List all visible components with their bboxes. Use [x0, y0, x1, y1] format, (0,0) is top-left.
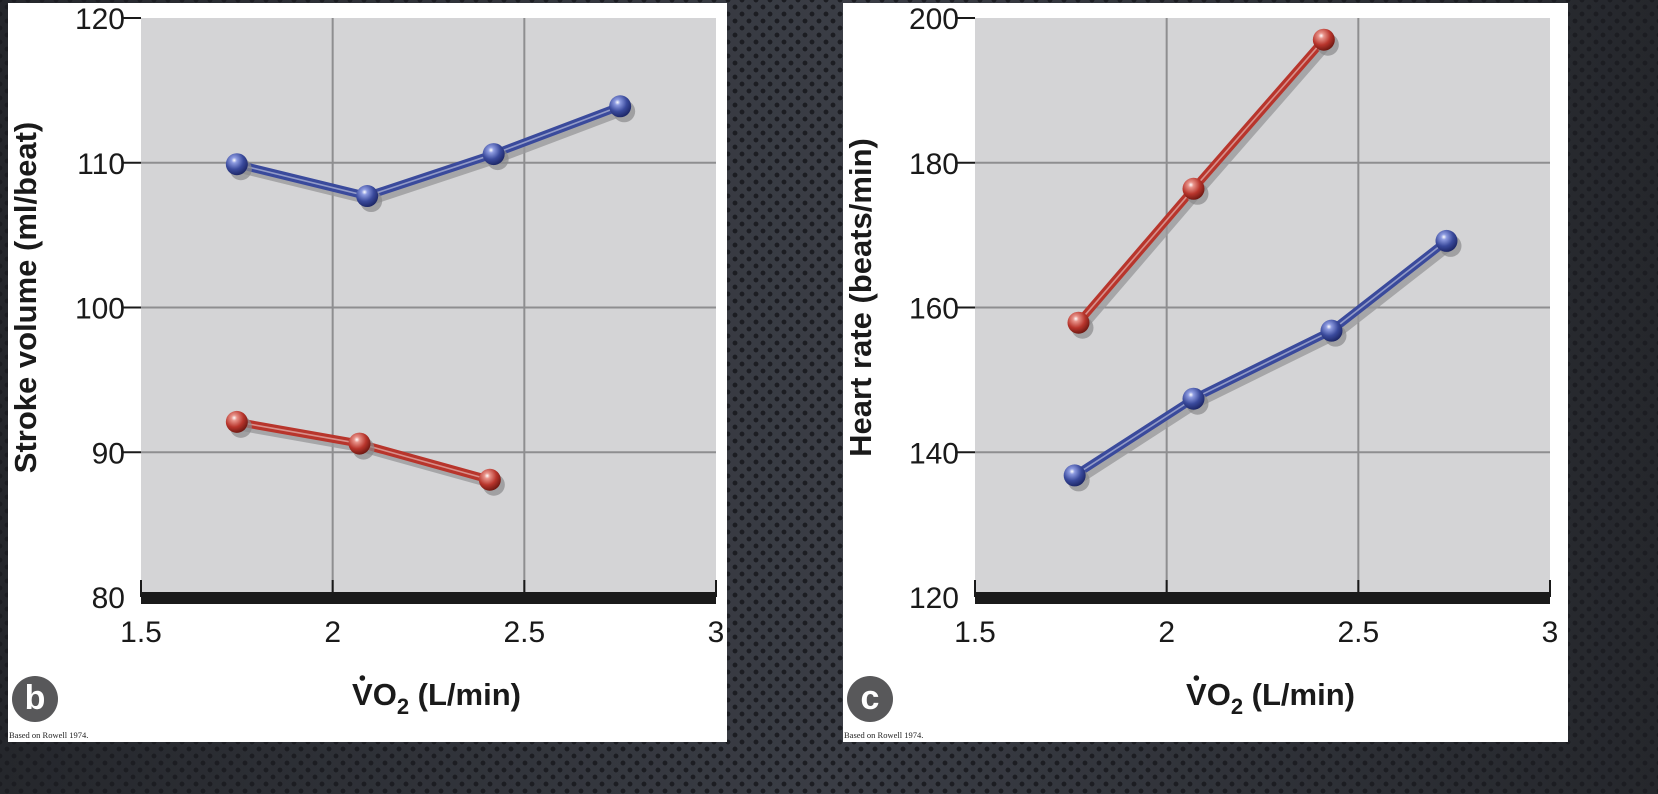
series-line-shadow: [1074, 241, 1455, 485]
data-point-blue: [1320, 319, 1343, 342]
chart-panel-stroke-volume: 80 90 100 110 120 1.5 2 2.5 3 Stroke volume (ml/b…: [8, 3, 727, 742]
data-point-red: [348, 432, 371, 455]
y-tick-label: 80: [92, 582, 125, 615]
series-line-highlight: [1074, 240, 1447, 477]
data-point-blue: [1182, 387, 1205, 410]
vo2-dot-accent: [1193, 675, 1200, 681]
x-tick-label: 1.5: [120, 616, 162, 649]
y-tick-label: 100: [75, 293, 125, 326]
data-point-blue: [609, 95, 632, 118]
panel-label-badge: b: [12, 676, 58, 722]
data-point-blue: [225, 153, 248, 176]
source-note: Based on Rowell 1974.: [9, 730, 89, 740]
x-tick-label: 1.5: [954, 616, 996, 649]
y-tick-label: 90: [92, 437, 125, 470]
x-axis-bar: [975, 592, 1550, 604]
vo2-dot-accent: [359, 675, 366, 681]
y-tick-label: 120: [909, 582, 959, 615]
chart-panel-heart-rate: 120 140 160 180 200 1.5 2 2.5 3 Heart rate (beats…: [843, 3, 1568, 742]
data-point-red: [1312, 28, 1335, 51]
y-tick-label: 110: [77, 148, 125, 181]
data-point-red: [478, 468, 501, 491]
series-line-blue: [232, 102, 625, 201]
x-axis-title: VO2 (L/min): [352, 677, 521, 719]
y-tick-label: 180: [909, 148, 959, 181]
panel-label-badge: c: [847, 676, 893, 722]
series-line-blue: [1070, 236, 1451, 480]
x-tick-label: 2: [1158, 616, 1175, 649]
y-axis-title: Stroke volume (ml/beat): [8, 122, 43, 473]
x-axis-title: VO2 (L/min): [1186, 677, 1355, 719]
source-note: Based on Rowell 1974.: [844, 730, 924, 740]
series-line-highlight: [236, 105, 621, 197]
data-point-red: [225, 410, 248, 433]
x-tick-label: 2.5: [503, 616, 545, 649]
data-point-blue: [1063, 464, 1086, 487]
x-tick-label: 3: [708, 616, 725, 649]
data-point-blue: [482, 143, 505, 166]
y-tick-label: 120: [75, 3, 125, 36]
y-tick-label: 200: [909, 3, 959, 36]
data-point-red: [1182, 177, 1205, 200]
x-tick-label: 2: [324, 616, 341, 649]
heart-rate-chart: 120 140 160 180 200 1.5 2 2.5 3 Heart rate (beats…: [843, 3, 1559, 719]
x-axis-bar: [141, 592, 716, 604]
x-tick-label: 2.5: [1337, 616, 1379, 649]
y-tick-label: 140: [909, 437, 959, 470]
x-tick-label: 3: [1542, 616, 1559, 649]
y-axis-title: Heart rate (beats/min): [843, 138, 878, 457]
y-tick-label: 160: [909, 293, 959, 326]
data-point-blue: [1435, 229, 1458, 252]
stroke-volume-chart: 80 90 100 110 120 1.5 2 2.5 3 Stroke volume (ml/b…: [8, 3, 725, 719]
data-point-blue: [356, 185, 379, 208]
data-point-red: [1067, 311, 1090, 334]
